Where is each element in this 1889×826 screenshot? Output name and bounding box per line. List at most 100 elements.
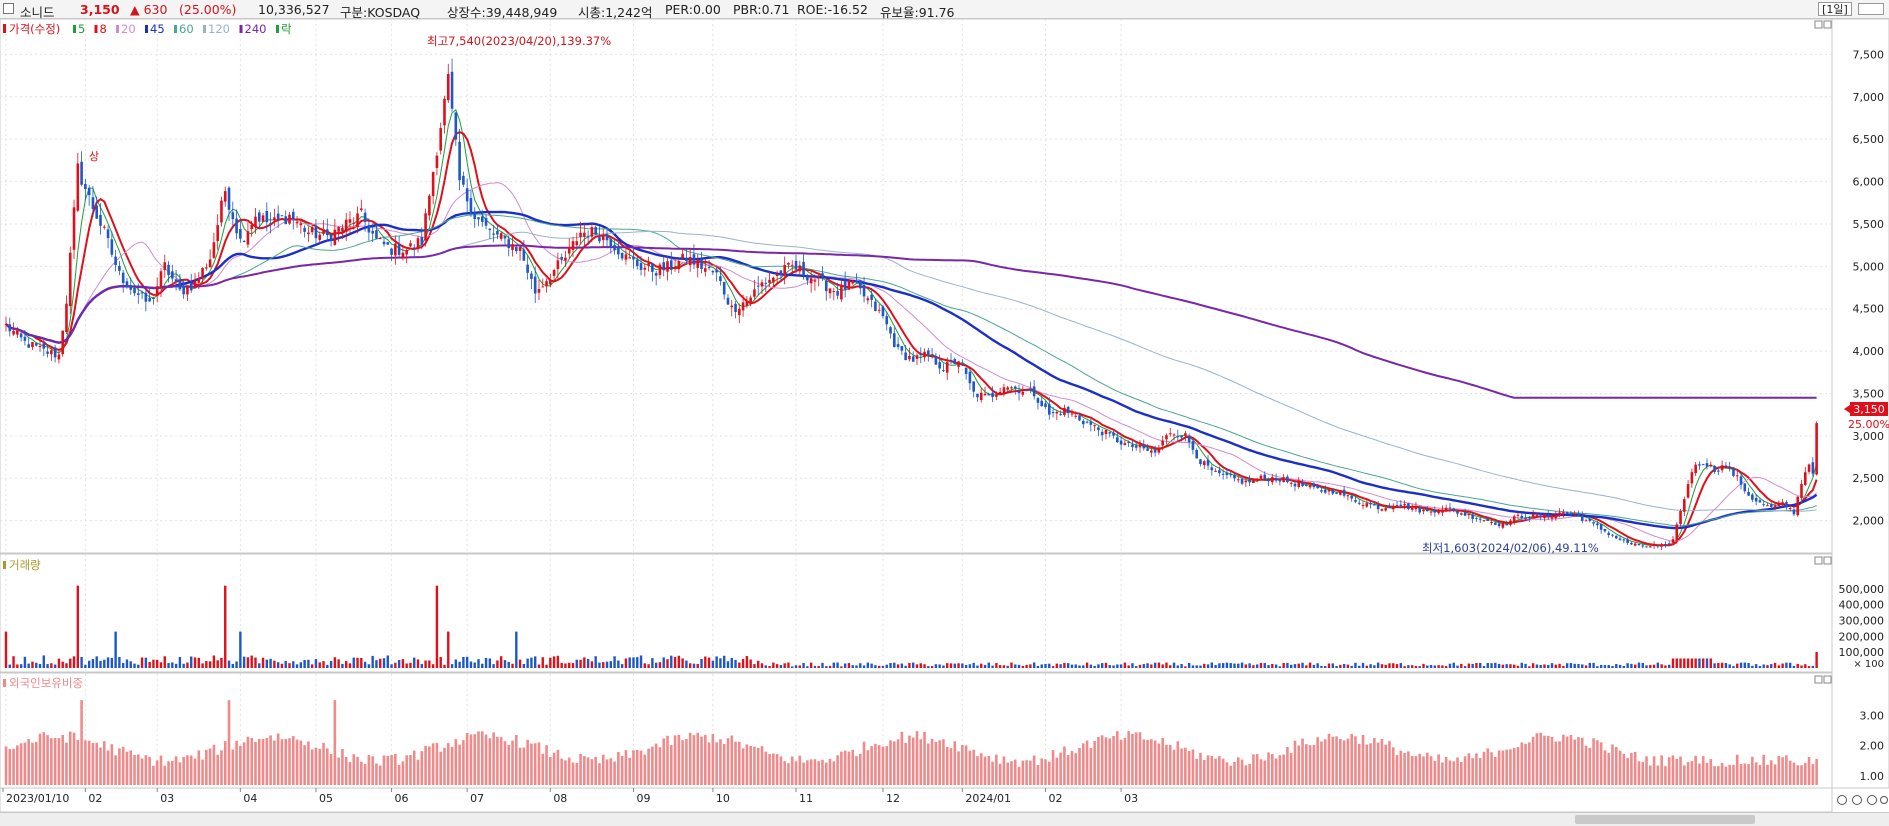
volume-bar (1339, 664, 1342, 668)
foreign-bar (719, 739, 722, 785)
volume-bar (1562, 666, 1565, 668)
foreign-bar (1501, 750, 1505, 785)
badge-pct: 25.00% (1848, 418, 1889, 431)
ma-legend-swatch (94, 25, 98, 33)
volume-bar (1274, 664, 1278, 668)
volume-bar (314, 659, 318, 668)
foreign-bar (722, 743, 726, 785)
panel-buttons[interactable] (1814, 20, 1832, 684)
volume-bar (1244, 664, 1248, 668)
volume-bar (1384, 664, 1387, 668)
candle-body (428, 195, 431, 216)
volume-bar (503, 660, 507, 668)
foreign-bar (1728, 764, 1731, 785)
volume-bar (1762, 664, 1765, 668)
volume-bar (613, 656, 616, 668)
candle-body (983, 393, 987, 396)
candle-body (1029, 388, 1032, 390)
volume-bar (930, 666, 934, 668)
volume-bar (723, 655, 726, 668)
market-cap: 시총:1,242억 (578, 5, 653, 20)
candle-body (1354, 500, 1357, 502)
candle-body (1025, 390, 1028, 392)
foreign-bar (685, 738, 688, 785)
foreign-bar (1365, 744, 1369, 785)
volume-bars (4, 585, 1818, 668)
candle-body (1278, 478, 1282, 482)
scroll-thumb[interactable] (1575, 815, 1755, 824)
foreign-bar (416, 759, 420, 785)
volume-bar (258, 663, 261, 668)
foreign-bar (711, 733, 715, 785)
foreign-bar (983, 756, 987, 785)
candle-body (632, 256, 635, 260)
candle-body (303, 227, 306, 232)
volume-bar (1221, 663, 1225, 668)
volume-bar (1010, 662, 1013, 668)
volume-bar (1433, 665, 1437, 668)
candle-body (1792, 509, 1796, 515)
candle-body (42, 343, 46, 349)
volume-bar (753, 664, 756, 668)
foreign-bar (1104, 737, 1108, 785)
volume-bar (216, 660, 219, 668)
foreign-bar (1792, 762, 1796, 785)
candle-body (1403, 503, 1406, 505)
volume-bar (1150, 664, 1153, 668)
volume-bar (836, 662, 839, 668)
volume-bar (1671, 658, 1675, 668)
volume-bar (1255, 664, 1259, 668)
foreign-bar (1055, 757, 1059, 785)
candle-body (704, 268, 707, 272)
foreign-bar (594, 756, 597, 785)
foreign-bar (1807, 757, 1811, 785)
foreign-bar (620, 755, 624, 785)
zoom-icons[interactable] (1837, 795, 1888, 805)
candle-body (352, 222, 356, 224)
foreign-bar (106, 750, 110, 785)
volume-bar (156, 659, 159, 668)
volume-bar (57, 658, 61, 668)
candle-body (1577, 513, 1580, 517)
volume-bar (1342, 664, 1346, 668)
candle-body (1452, 508, 1456, 511)
candle-body (1709, 464, 1713, 467)
foreign-bar (80, 700, 83, 785)
candle-body (1316, 485, 1319, 489)
ma-legend-swatch (73, 25, 76, 33)
candle-body (1100, 431, 1104, 436)
volume-bar (367, 664, 371, 668)
volume-bar (1157, 662, 1161, 668)
foreign-bar (87, 740, 91, 785)
candle-body (666, 261, 669, 272)
volume-bar (273, 660, 276, 668)
volume-bar (167, 663, 170, 668)
foreign-bar (802, 762, 805, 785)
volume-bar (1626, 663, 1629, 668)
foreign-bar (261, 738, 265, 785)
volume-bar (515, 631, 518, 668)
foreign-bar (1407, 751, 1410, 785)
candle-body (824, 280, 828, 292)
candle-body (658, 264, 662, 276)
toggle-checkbox[interactable] (3, 3, 14, 14)
candle-body (1127, 441, 1130, 443)
foreign-bar (1063, 746, 1066, 785)
foreign-bar (832, 761, 836, 785)
candle-body (163, 262, 167, 271)
x-tick-label: 03 (160, 792, 174, 805)
foreign-bar (239, 745, 242, 785)
candle-body (598, 237, 601, 242)
foreign-panel-title: 외국인보유비중 (9, 676, 83, 690)
candle-body (647, 263, 650, 266)
foreign-bar (503, 741, 507, 785)
volume-bar (809, 662, 813, 668)
window-controls[interactable] (1858, 3, 1884, 15)
horizontal-scrollbar[interactable] (0, 812, 1889, 826)
volume-bar (326, 664, 329, 668)
candle-body (961, 363, 964, 365)
candle-body (1667, 543, 1671, 545)
volume-bar (118, 656, 121, 668)
foreign-bar (318, 748, 322, 785)
period-button[interactable]: [1일] (1818, 2, 1852, 16)
